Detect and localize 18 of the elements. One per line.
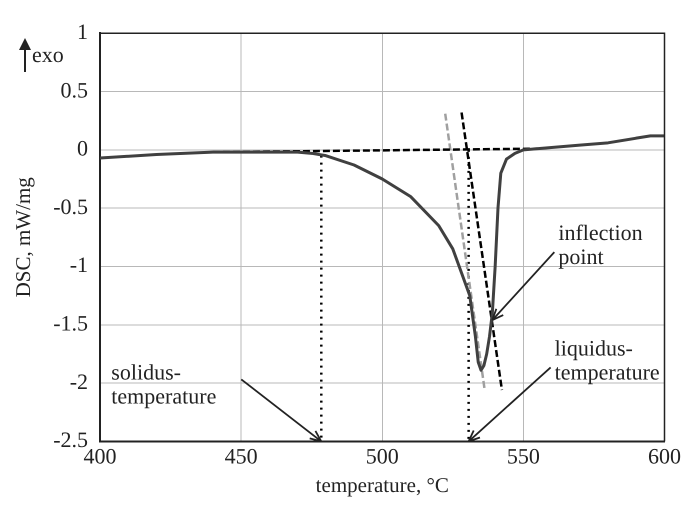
y-tick-label: -1.5 [53, 310, 88, 336]
annotation: liquidus-temperature [554, 335, 660, 384]
annotation: inflection point [558, 220, 643, 270]
x-tick-label: 450 [224, 443, 258, 468]
y-tick-label: -2 [70, 368, 88, 394]
y-tick-label: 1 [77, 18, 88, 44]
x-tick-label: 500 [366, 443, 399, 468]
x-axis-title: temperature, °C [316, 472, 449, 497]
y-tick-label: 0.5 [60, 77, 88, 102]
y-tick-label: -1 [70, 252, 88, 278]
y-tick-label: -2.5 [53, 427, 88, 452]
annotation: solidus-temperature [111, 359, 216, 408]
x-tick-label: 600 [648, 443, 681, 468]
x-tick-label: 550 [506, 443, 540, 468]
text: exo [32, 42, 64, 67]
y-axis-title: DSC, mW/mg [11, 176, 36, 298]
y-tick-label: -0.5 [53, 194, 88, 219]
y-tick-label: 0 [77, 136, 88, 161]
